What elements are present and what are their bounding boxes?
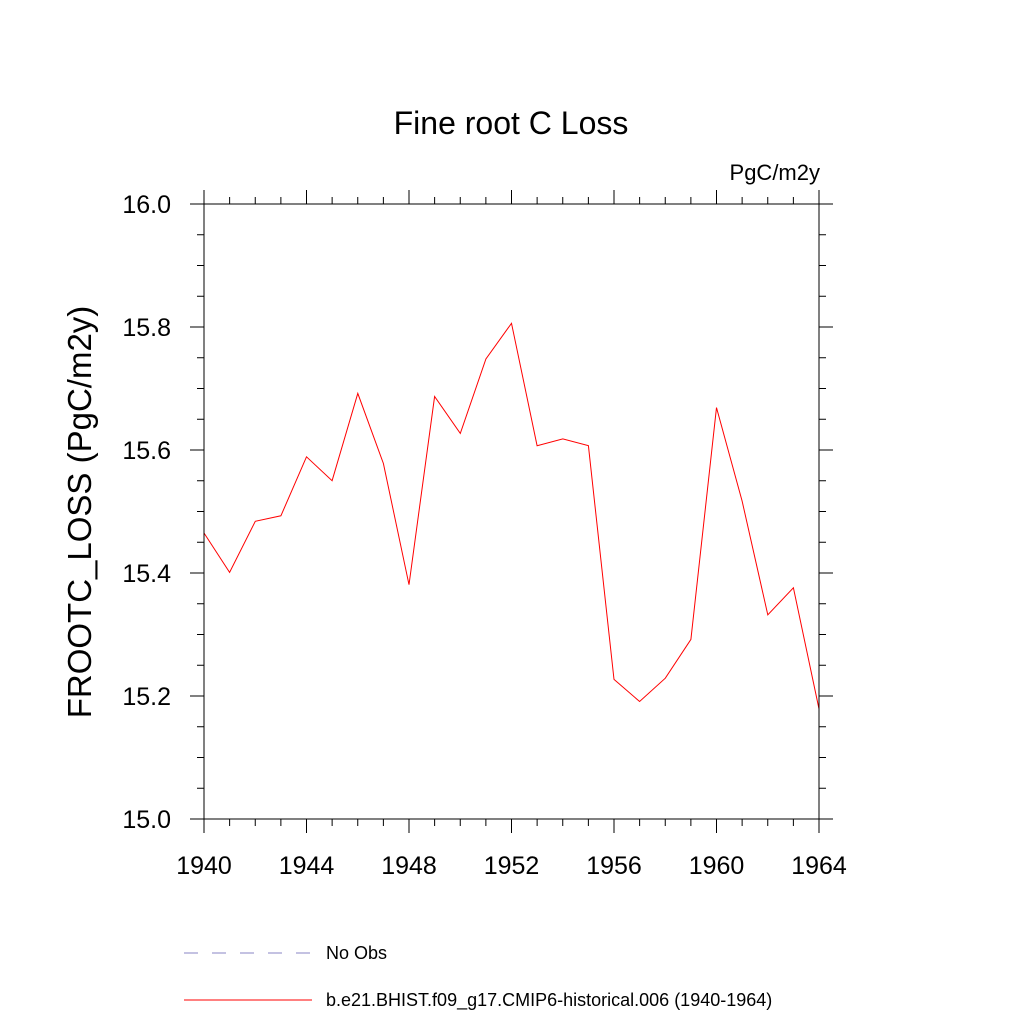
- axis-ticks: [190, 190, 833, 833]
- y-tick-label: 15.8: [122, 314, 171, 342]
- y-tick-label: 16.0: [122, 191, 171, 219]
- series-lines: [203, 322, 820, 710]
- tick-labels: 1940 1944 1948 1952 1956 1960 1964 15.0 15.2 15.4…: [122, 191, 847, 880]
- chart-title: Fine root C Loss: [394, 105, 629, 141]
- series-line: [203, 322, 820, 710]
- x-tick-label: 1956: [586, 852, 642, 880]
- x-tick-label: 1960: [689, 852, 745, 880]
- x-tick-label: 1964: [791, 852, 847, 880]
- plot-frame: [203, 203, 820, 820]
- x-tick-label: 1944: [279, 852, 335, 880]
- y-tick-label: 15.6: [122, 437, 171, 465]
- x-tick-label: 1948: [381, 852, 437, 880]
- legend-label-no-obs: No Obs: [326, 943, 387, 963]
- y-tick-label: 15.4: [122, 560, 171, 588]
- units-label: PgC/m2y: [730, 160, 820, 185]
- y-axis-label: FROOTC_LOSS (PgC/m2y): [61, 306, 98, 719]
- legend-label-model: b.e21.BHIST.f09_g17.CMIP6-historical.006…: [326, 990, 772, 1011]
- y-tick-label: 15.0: [122, 806, 171, 834]
- x-tick-label: 1952: [484, 852, 540, 880]
- legend: No Obs b.e21.BHIST.f09_g17.CMIP6-histori…: [184, 943, 772, 1011]
- x-tick-label: 1940: [176, 852, 232, 880]
- y-tick-label: 15.2: [122, 683, 171, 711]
